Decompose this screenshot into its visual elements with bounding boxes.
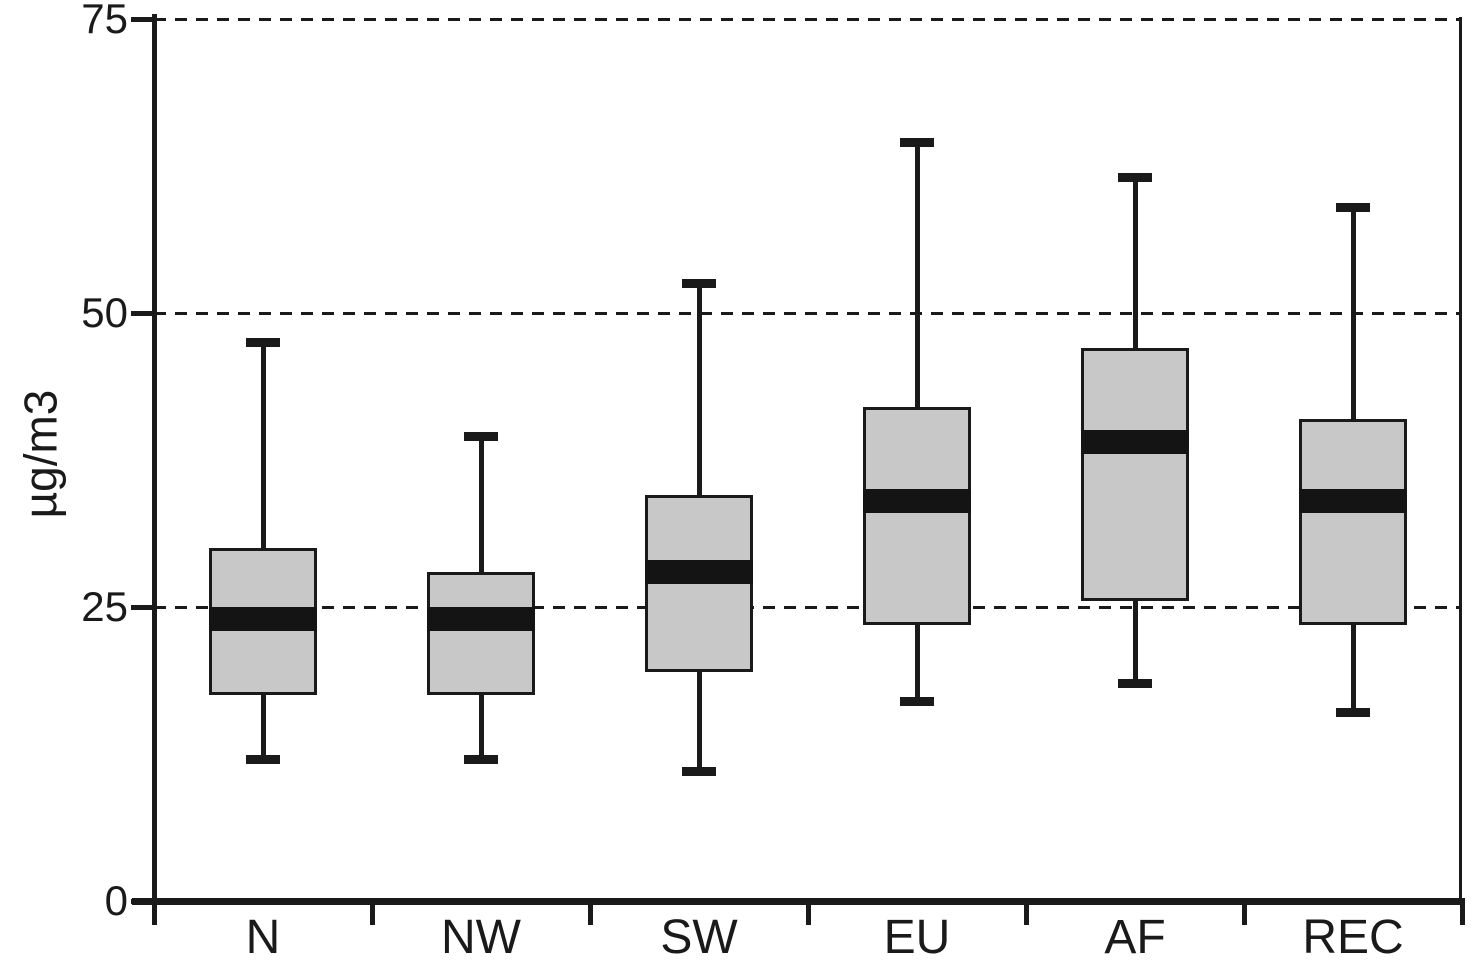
box-REC [1299,418,1407,625]
whisker-cap-low-EU [900,696,934,706]
whisker-cap-low-AF [1118,678,1152,688]
whisker-cap-high-NW [464,431,498,441]
y-tick-label-75: 75 [81,0,128,42]
whisker-cap-high-REC [1336,202,1370,212]
median-NW [427,606,535,631]
whisker-cap-high-SW [682,279,716,289]
x-label-REC: REC [1302,911,1404,964]
whisker-cap-low-REC [1336,708,1370,718]
x-tick-0 [151,898,157,925]
y-tick-label-25: 25 [81,583,128,630]
x-tick-5 [1241,898,1247,925]
x-tick-3 [805,898,811,925]
x-label-N: N [245,911,281,964]
whisker-cap-high-AF [1118,173,1152,183]
median-REC [1299,489,1407,514]
whisker-cap-low-N [246,755,280,765]
y-axis-line [152,14,157,904]
x-tick-1 [369,898,375,925]
median-SW [645,559,753,584]
whisker-cap-high-N [246,337,280,347]
gridline-50 [154,311,1462,315]
box-NW [427,571,535,696]
x-label-NW: NW [441,911,521,964]
whisker-cap-low-NW [464,755,498,765]
y-tick-50 [131,310,154,316]
gridline-25 [154,605,1462,609]
x-label-EU: EU [883,911,951,964]
median-N [209,606,317,631]
x-label-AF: AF [1104,911,1166,964]
x-tick-2 [587,898,593,925]
y-tick-label-0: 0 [104,877,128,924]
y-tick-75 [131,16,154,22]
y-tick-25 [131,604,154,610]
gridline-75 [154,17,1462,21]
x-tick-4 [1023,898,1029,925]
median-AF [1081,430,1189,455]
whisker-cap-low-SW [682,767,716,777]
whisker-cap-high-EU [900,137,934,147]
box-EU [863,407,971,625]
median-EU [863,489,971,514]
x-axis-line [132,898,1462,905]
x-tick-6 [1459,898,1465,925]
box-AF [1081,348,1189,602]
x-label-SW: SW [660,911,738,964]
right-border-line [1459,17,1462,904]
y-tick-label-50: 50 [81,289,128,336]
